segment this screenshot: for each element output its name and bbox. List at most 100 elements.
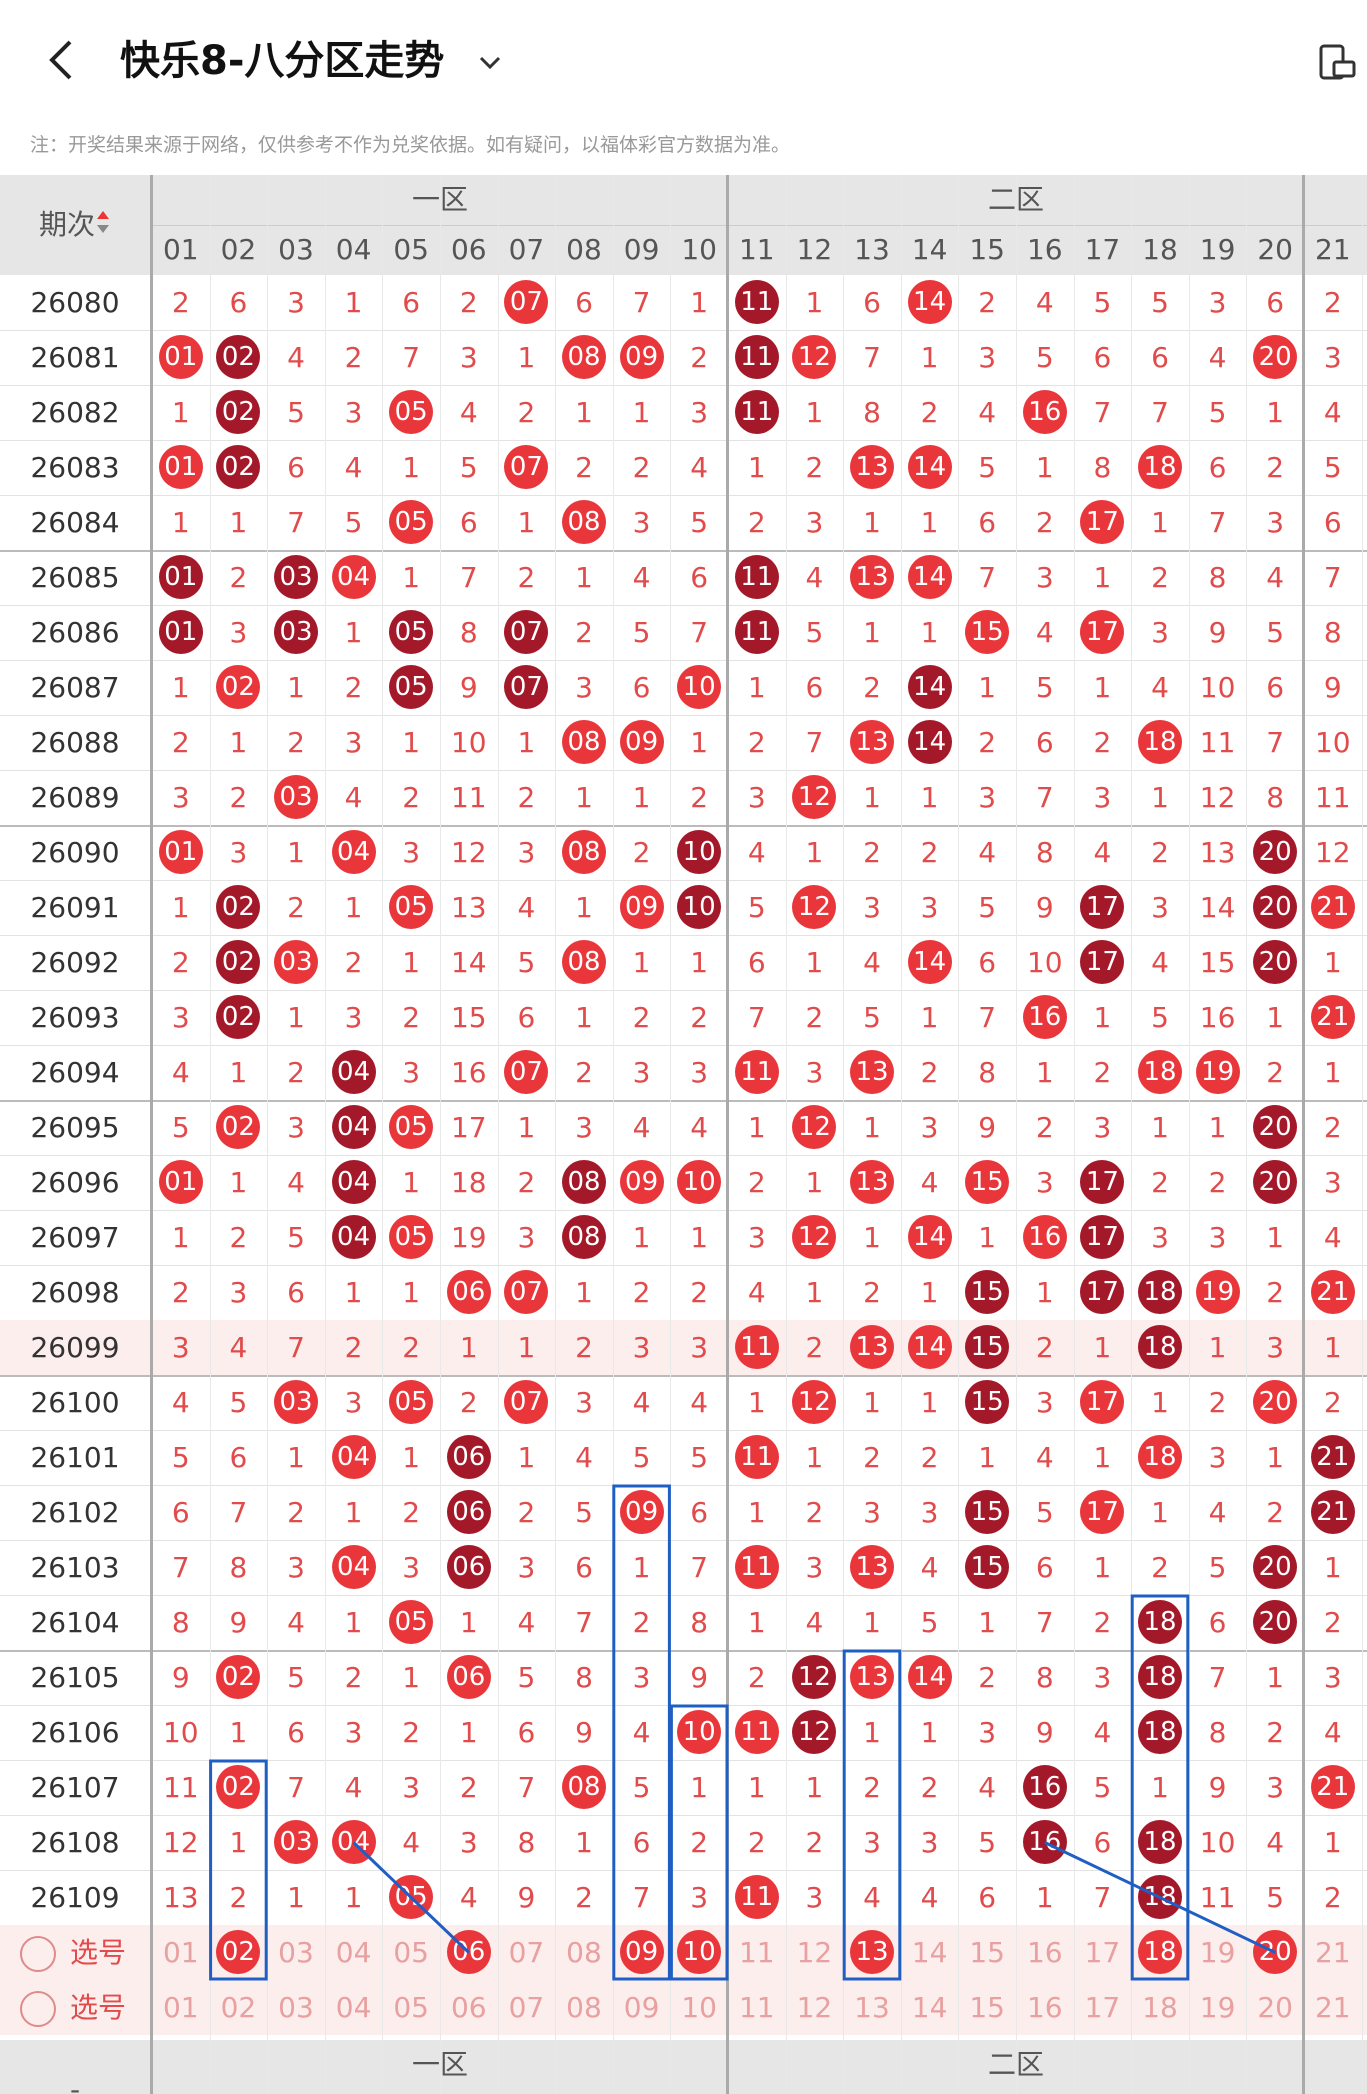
period-cell: 26102 xyxy=(30,1496,120,1529)
pick-number[interactable]: 01 xyxy=(162,1991,199,2024)
drawn-ball: 20 xyxy=(1253,1160,1298,1204)
pick-number[interactable]: 11 xyxy=(738,1936,775,1969)
miss-count: 5 xyxy=(920,1606,939,1639)
column-header: 18 xyxy=(1142,233,1178,266)
selected-pick-ball[interactable]: 02 xyxy=(216,1930,261,1974)
pick-number[interactable]: 16 xyxy=(1026,1991,1063,2024)
pick-number[interactable]: 05 xyxy=(393,1991,429,2024)
chevron-down-icon[interactable] xyxy=(475,42,505,82)
row-divider xyxy=(0,1595,1367,1596)
pick-number[interactable]: 12 xyxy=(796,1936,833,1969)
drawn-ball: 18 xyxy=(1138,1655,1182,1699)
miss-count: 4 xyxy=(805,1606,824,1639)
row-divider xyxy=(0,1540,1367,1541)
miss-count: 5 xyxy=(1266,616,1285,649)
pick-radio[interactable] xyxy=(20,1991,56,2027)
pick-number[interactable]: 19 xyxy=(1199,1991,1236,2024)
miss-count: 1 xyxy=(920,506,939,539)
pick-number[interactable]: 08 xyxy=(566,1991,602,2024)
pick-number[interactable]: 20 xyxy=(1257,1991,1293,2024)
pick-number[interactable]: 13 xyxy=(854,1991,890,2024)
miss-count: 1 xyxy=(575,1276,593,1309)
drawn-ball: 11 xyxy=(734,335,779,379)
pick-number[interactable]: 05 xyxy=(393,1936,429,1969)
pick-number[interactable]: 06 xyxy=(450,1991,487,2024)
miss-count: 2 xyxy=(229,1221,248,1254)
miss-count: 7 xyxy=(1151,396,1169,429)
pick-number[interactable]: 09 xyxy=(623,1991,660,2024)
miss-count: 1 xyxy=(1323,946,1342,979)
miss-count: 1 xyxy=(344,1496,363,1529)
pick-number[interactable]: 15 xyxy=(969,1936,1005,1969)
miss-count: 4 xyxy=(344,781,363,814)
miss-count: 6 xyxy=(575,1551,593,1584)
pick-number[interactable]: 10 xyxy=(681,1991,717,2024)
miss-count: 4 xyxy=(1323,1221,1342,1254)
miss-count: 2 xyxy=(978,286,997,319)
miss-count: 3 xyxy=(1151,616,1169,649)
pick-number[interactable]: 21 xyxy=(1314,1936,1351,1969)
row-divider xyxy=(0,1045,1367,1046)
miss-count: 12 xyxy=(1199,781,1236,814)
miss-count: 14 xyxy=(450,946,487,979)
miss-count: 7 xyxy=(1266,726,1285,759)
drawn-ball: 03 xyxy=(274,555,318,599)
miss-count: 2 xyxy=(920,1771,939,1804)
miss-count: 4 xyxy=(229,1331,248,1364)
selected-pick-ball[interactable]: 13 xyxy=(850,1930,894,1974)
pick-number[interactable]: 14 xyxy=(911,1936,948,1969)
miss-count: 2 xyxy=(171,726,190,759)
pick-number[interactable]: 01 xyxy=(162,1936,199,1969)
pick-number[interactable]: 12 xyxy=(796,1991,833,2024)
miss-count: 1 xyxy=(575,781,593,814)
pick-number[interactable]: 21 xyxy=(1314,1991,1351,2024)
pick-number[interactable]: 17 xyxy=(1084,1936,1121,1969)
miss-count: 1 xyxy=(459,1331,478,1364)
zone-separator xyxy=(1302,175,1305,2094)
pick-number[interactable]: 03 xyxy=(278,1991,314,2024)
pick-number[interactable]: 08 xyxy=(566,1936,602,1969)
pick-number[interactable]: 11 xyxy=(738,1991,775,2024)
pick-number[interactable]: 18 xyxy=(1142,1991,1178,2024)
pick-number[interactable]: 04 xyxy=(335,1936,372,1969)
pick-number[interactable]: 15 xyxy=(969,1991,1005,2024)
miss-count: 2 xyxy=(459,1386,478,1419)
miss-count: 6 xyxy=(690,1496,709,1529)
period-cell: 26081 xyxy=(30,341,120,374)
column-header: 17 xyxy=(1084,233,1121,266)
miss-count: 2 xyxy=(1323,1111,1342,1144)
period-cell: 26087 xyxy=(30,671,120,704)
selected-pick-ball[interactable]: 09 xyxy=(619,1930,664,1974)
sort-up-down-icon[interactable] xyxy=(95,209,111,242)
miss-count: 7 xyxy=(1035,781,1054,814)
pick-radio[interactable] xyxy=(20,1936,56,1972)
selected-pick-ball[interactable]: 18 xyxy=(1138,1930,1182,1974)
pick-number[interactable]: 14 xyxy=(911,1991,948,2024)
drawn-ball: 17 xyxy=(1080,1215,1125,1259)
period-header[interactable]: 期次 xyxy=(0,175,150,275)
miss-count: 2 xyxy=(1323,1606,1342,1639)
pick-number[interactable]: 19 xyxy=(1199,1936,1236,1969)
chevron-left-icon[interactable] xyxy=(40,30,84,90)
drawn-ball: 21 xyxy=(1310,885,1355,929)
selected-pick-ball[interactable]: 10 xyxy=(677,1930,722,1974)
pick-number[interactable]: 02 xyxy=(220,1991,257,2024)
miss-count: 3 xyxy=(171,781,190,814)
miss-count: 5 xyxy=(229,1386,248,1419)
pick-number[interactable]: 07 xyxy=(508,1991,545,2024)
miss-count: 3 xyxy=(920,1496,939,1529)
miss-count: 2 xyxy=(920,1056,939,1089)
pick-number[interactable]: 17 xyxy=(1084,1991,1121,2024)
miss-count: 5 xyxy=(171,1441,190,1474)
miss-count: 2 xyxy=(690,781,709,814)
pick-number[interactable]: 07 xyxy=(508,1936,545,1969)
drawn-ball: 05 xyxy=(389,500,434,544)
page-title[interactable]: 快乐8-八分区走势 xyxy=(120,38,445,84)
miss-count: 1 xyxy=(690,726,709,759)
miss-count: 2 xyxy=(1323,286,1342,319)
device-toggle-icon[interactable] xyxy=(1318,40,1358,84)
pick-number[interactable]: 04 xyxy=(335,1991,372,2024)
period-cell: 26101 xyxy=(30,1441,120,1474)
pick-number[interactable]: 03 xyxy=(278,1936,314,1969)
pick-number[interactable]: 16 xyxy=(1026,1936,1063,1969)
